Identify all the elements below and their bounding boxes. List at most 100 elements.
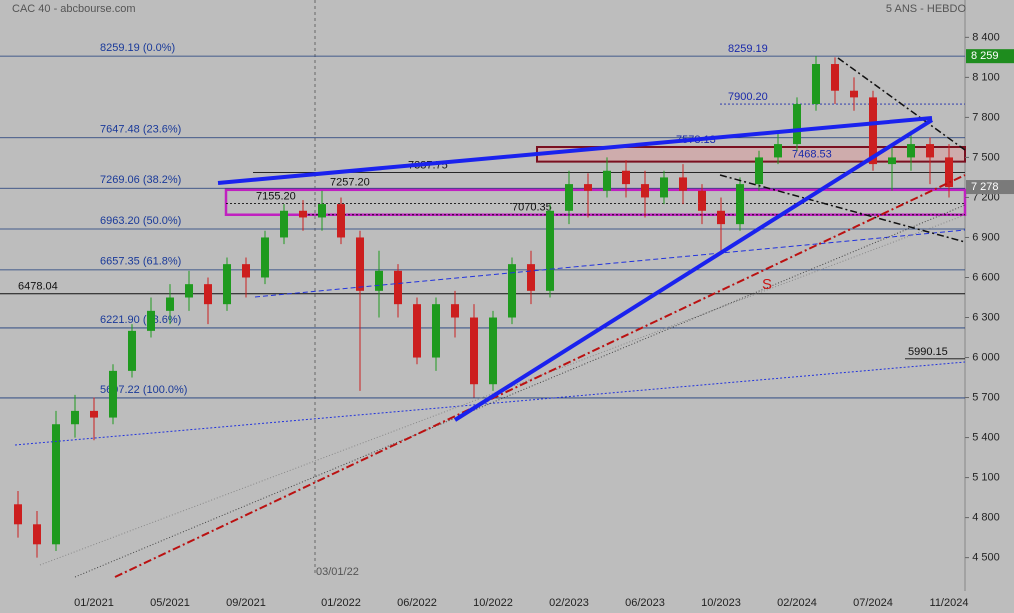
candle-body	[318, 204, 326, 218]
fib-label: 6221.90 (78.6%)	[100, 314, 181, 326]
y-tick-label: 6 000	[972, 351, 1000, 363]
trend-line	[719, 174, 966, 243]
candle-body	[337, 204, 345, 238]
level-label: 7155.20	[256, 190, 296, 202]
x-tick-label: 10/2023	[701, 597, 741, 609]
candle-body	[90, 410, 98, 418]
y-tick-label: 6 300	[972, 311, 1000, 323]
candle-body	[660, 177, 668, 198]
x-tick-label: 06/2022	[397, 597, 437, 609]
candle-body	[375, 270, 383, 291]
candle-body	[584, 184, 592, 191]
candle-body	[204, 284, 212, 305]
candle-body	[622, 170, 630, 185]
candle-body	[869, 97, 877, 165]
fib-label: 6657.35 (61.8%)	[100, 256, 181, 268]
level-label: 7257.20	[330, 177, 370, 189]
candle-body	[223, 264, 231, 305]
x-tick-label: 01/2022	[321, 597, 361, 609]
y-tick-label: 6 900	[972, 231, 1000, 243]
price-badge	[966, 49, 1014, 64]
level-label: 6478.04	[18, 281, 58, 293]
candle-body	[926, 144, 934, 158]
y-tick-label: 7 800	[972, 111, 1000, 123]
level-label: 7468.53	[792, 149, 832, 161]
candle-body	[280, 210, 288, 238]
candle-body	[185, 284, 193, 298]
level-label: 8259.19	[728, 43, 768, 55]
candle-body	[527, 264, 535, 291]
support-label: S	[762, 276, 772, 293]
x-tick-label: 02/2024	[777, 597, 817, 609]
fib-label: 7269.06 (38.2%)	[100, 174, 181, 186]
candle-body	[850, 90, 858, 98]
candle-body	[242, 264, 250, 278]
y-tick-label: 4 800	[972, 512, 1000, 524]
candle-body	[261, 237, 269, 278]
candle-body	[888, 157, 896, 165]
candle-body	[451, 304, 459, 318]
candle-body	[470, 317, 478, 385]
x-tick-label: 10/2022	[473, 597, 513, 609]
trend-line	[453, 118, 934, 422]
x-tick-label: 01/2021	[74, 597, 114, 609]
period: 5 ANS - HEBDO	[886, 3, 967, 15]
x-tick-label: 02/2023	[549, 597, 589, 609]
trend-line	[114, 174, 966, 578]
level-label: 5990.15	[908, 346, 948, 358]
fib-label: 6963.20 (50.0%)	[100, 215, 181, 227]
trend-line	[837, 57, 966, 151]
candle-body	[109, 370, 117, 418]
candle-body	[52, 424, 60, 545]
candle-body	[736, 184, 744, 225]
candle-body	[546, 210, 554, 291]
candle-body	[147, 310, 155, 331]
candle-body	[945, 157, 953, 188]
date-marker-label: 03/01/22	[316, 566, 359, 578]
candle-body	[641, 184, 649, 198]
level-label: 7900.20	[728, 91, 768, 103]
candle-body	[166, 297, 174, 311]
level-label: 7070.35	[512, 202, 552, 214]
candle-body	[508, 264, 516, 318]
candle-body	[679, 177, 687, 191]
candle-body	[793, 104, 801, 145]
candle-body	[356, 237, 364, 291]
trend-line	[14, 361, 966, 446]
y-tick-label: 8 100	[972, 71, 1000, 83]
x-tick-label: 06/2023	[625, 597, 665, 609]
price-badge-label: 8 259	[971, 50, 999, 62]
candle-body	[394, 270, 402, 305]
fib-label: 8259.19 (0.0%)	[100, 42, 175, 54]
y-tick-label: 5 400	[972, 431, 1000, 443]
y-tick-label: 7 200	[972, 191, 1000, 203]
candle-body	[432, 304, 440, 358]
y-tick-label: 5 700	[972, 391, 1000, 403]
candle-body	[299, 210, 307, 218]
y-tick-label: 6 600	[972, 271, 1000, 283]
trend-line	[217, 116, 933, 185]
candle-body	[71, 410, 79, 425]
trend-lines	[14, 57, 966, 578]
fib-label: 7647.48 (23.6%)	[100, 124, 181, 136]
y-tick-label: 7 500	[972, 151, 1000, 163]
candle-body	[603, 170, 611, 191]
candle-body	[128, 330, 136, 371]
price-badge	[966, 180, 1014, 195]
candle-body	[413, 304, 421, 358]
candle-body	[717, 210, 725, 225]
trend-line	[254, 229, 966, 298]
x-tick-label: 09/2021	[226, 597, 266, 609]
candle-body	[831, 64, 839, 91]
title: CAC 40 - abcbourse.com	[12, 3, 136, 15]
candle-body	[698, 190, 706, 211]
candle-body	[812, 64, 820, 105]
x-tick-label: 11/2024	[930, 597, 969, 609]
fib-label: 5697.22 (100.0%)	[100, 384, 187, 396]
x-tick-label: 05/2021	[150, 597, 190, 609]
support-zone	[224, 188, 967, 216]
y-tick-label: 8 400	[972, 31, 1000, 43]
